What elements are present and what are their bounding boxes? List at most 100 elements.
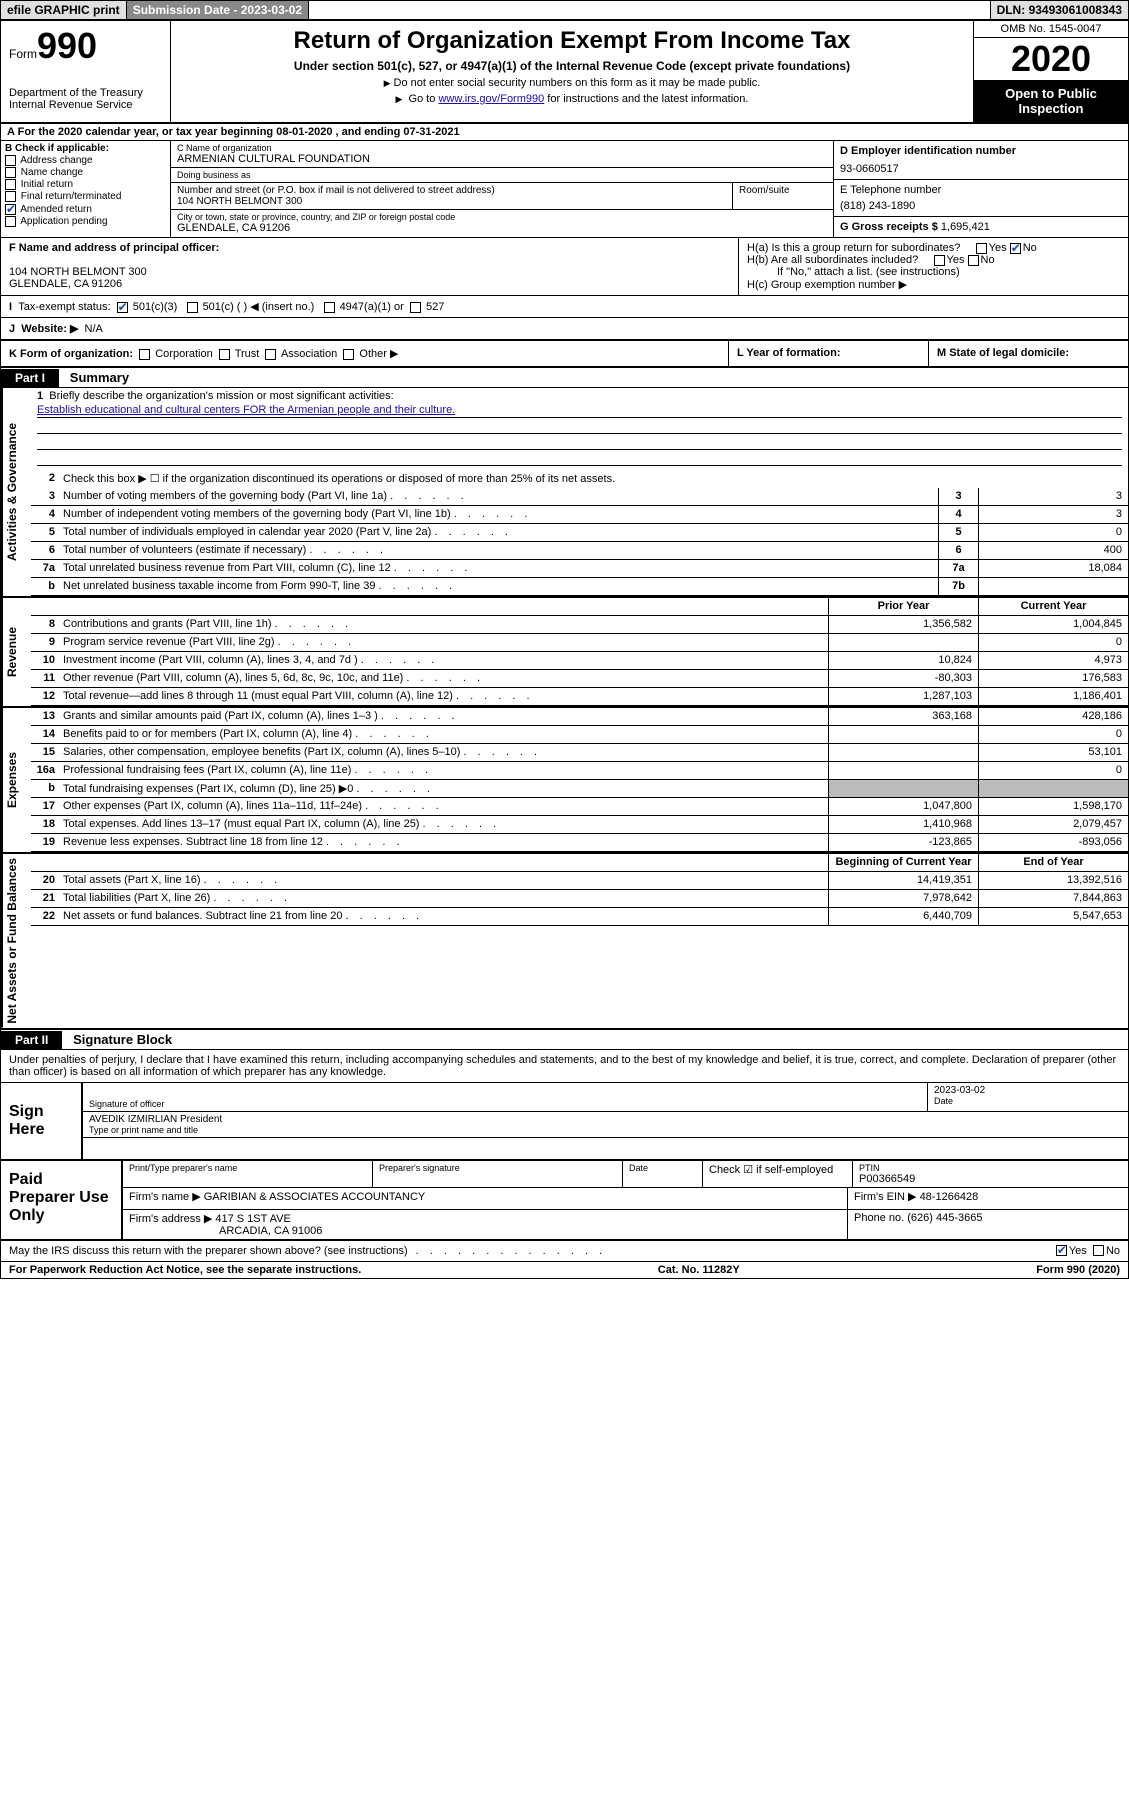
line-ref: 6 xyxy=(938,542,978,559)
section-b-label: B Check if applicable: xyxy=(5,143,166,154)
ha-yes-chk[interactable] xyxy=(976,243,987,254)
section-a-period: A For the 2020 calendar year, or tax yea… xyxy=(1,124,1128,141)
line-desc: Total unrelated business revenue from Pa… xyxy=(59,560,938,577)
note-link: Go to www.irs.gov/Form990 for instructio… xyxy=(181,93,963,105)
officer-name-val: AVEDIK IZMIRLIAN President xyxy=(89,1114,1122,1125)
section-l: L Year of formation: xyxy=(728,341,928,366)
cb-address-change[interactable]: Address change xyxy=(5,155,166,166)
city-lbl: City or town, state or province, country… xyxy=(177,212,827,222)
tex-527: 527 xyxy=(426,301,444,313)
line-desc: Total number of volunteers (estimate if … xyxy=(59,542,938,559)
tax-year: 2020 xyxy=(974,38,1128,80)
cb-amended-return[interactable]: Amended return xyxy=(5,204,166,215)
expenses-section: Expenses 13Grants and similar amounts pa… xyxy=(1,706,1128,852)
cb-initial-return[interactable]: Initial return xyxy=(5,179,166,190)
prior-year-val xyxy=(828,780,978,797)
rev-hdr-desc xyxy=(59,598,828,615)
current-year-val: 1,598,170 xyxy=(978,798,1128,815)
ptin-val: P00366549 xyxy=(859,1173,1122,1185)
line-desc: Contributions and grants (Part VIII, lin… xyxy=(59,616,828,633)
line-ref: 7b xyxy=(938,578,978,595)
open-to-public: Open to Public Inspection xyxy=(974,80,1128,122)
sig-date-val: 2023-03-02 xyxy=(934,1085,1122,1096)
form-990-page: efile GRAPHIC print Submission Date - 20… xyxy=(0,0,1129,1279)
k-corp: Corporation xyxy=(155,348,212,360)
rev-content: Prior Year Current Year 8Contributions a… xyxy=(31,598,1128,706)
prior-year-val xyxy=(828,762,978,779)
section-klm: K Form of organization: Corporation Trus… xyxy=(1,341,1128,368)
tex-527-chk[interactable] xyxy=(410,302,421,313)
table-row: 9Program service revenue (Part VIII, lin… xyxy=(31,634,1128,652)
ha-no: No xyxy=(1023,242,1037,254)
hb-yes-chk[interactable] xyxy=(934,255,945,266)
tex-501c3-chk[interactable] xyxy=(117,302,128,313)
table-row: 19Revenue less expenses. Subtract line 1… xyxy=(31,834,1128,852)
line-ref: 7a xyxy=(938,560,978,577)
net-content: Beginning of Current Year End of Year 20… xyxy=(31,854,1128,1028)
cb-final-return[interactable]: Final return/terminated xyxy=(5,191,166,202)
ha-yes: Yes xyxy=(989,242,1007,254)
discuss-yes-chk[interactable] xyxy=(1056,1245,1067,1256)
top-bar: efile GRAPHIC print Submission Date - 20… xyxy=(1,1,1128,21)
tex-4947-chk[interactable] xyxy=(324,302,335,313)
line-desc: Total number of individuals employed in … xyxy=(59,524,938,541)
line-no: 18 xyxy=(31,816,59,833)
k-assoc-chk[interactable] xyxy=(265,349,276,360)
firm-phone: Phone no. (626) 445-3665 xyxy=(848,1210,1128,1239)
form-subtitle: Under section 501(c), 527, or 4947(a)(1)… xyxy=(181,59,963,73)
period-end: 07-31-2021 xyxy=(403,126,459,138)
hb-yes: Yes xyxy=(947,254,965,266)
current-year-val: 1,186,401 xyxy=(978,688,1128,705)
cb-final-lbl: Final return/terminated xyxy=(21,192,122,203)
ein-val: 93-0660517 xyxy=(840,163,1122,175)
gov-sidelabel: Activities & Governance xyxy=(1,388,31,596)
line-val: 0 xyxy=(978,524,1128,541)
part2-badge: Part II xyxy=(1,1031,62,1049)
line-no: 15 xyxy=(31,744,59,761)
discuss-no: No xyxy=(1106,1245,1120,1257)
cb-app-pending[interactable]: Application pending xyxy=(5,216,166,227)
discuss-no-chk[interactable] xyxy=(1093,1245,1104,1256)
dba-box: Doing business as xyxy=(171,168,833,183)
street-lbl: Number and street (or P.O. box if mail i… xyxy=(177,185,726,196)
prior-year-val: -123,865 xyxy=(828,834,978,851)
hb-lbl: H(b) Are all subordinates included? xyxy=(747,254,918,266)
line-desc: Number of independent voting members of … xyxy=(59,506,938,523)
line-no: 14 xyxy=(31,726,59,743)
officer-name: AVEDIK IZMIRLIAN President Type or print… xyxy=(83,1112,1128,1137)
prior-year-val: 1,287,103 xyxy=(828,688,978,705)
prior-year-hdr: Prior Year xyxy=(828,598,978,615)
irs-link[interactable]: www.irs.gov/Form990 xyxy=(438,93,544,105)
line-desc: Number of voting members of the governin… xyxy=(59,488,938,505)
current-year-val: 0 xyxy=(978,726,1128,743)
k-assoc: Association xyxy=(281,348,337,360)
mission-lbl: Briefly describe the organization's miss… xyxy=(49,390,393,402)
m-lbl: M State of legal domicile: xyxy=(937,347,1069,359)
k-trust-chk[interactable] xyxy=(219,349,230,360)
table-row: 7aTotal unrelated business revenue from … xyxy=(31,560,1128,578)
tex-501c-chk[interactable] xyxy=(187,302,198,313)
prep-selfemp: Check ☑ if self-employed xyxy=(703,1161,853,1187)
line-no: 21 xyxy=(31,890,59,907)
form-number: Form990 xyxy=(9,25,162,67)
ha-row: H(a) Is this a group return for subordin… xyxy=(747,242,1120,254)
gov-content: 1 Briefly describe the organization's mi… xyxy=(31,388,1128,596)
line-no: 17 xyxy=(31,798,59,815)
firm-name: Firm's name ▶ GARIBIAN & ASSOCIATES ACCO… xyxy=(123,1188,848,1209)
ha-no-chk[interactable] xyxy=(1010,243,1021,254)
k-other-chk[interactable] xyxy=(343,349,354,360)
section-i: I Tax-exempt status: 501(c)(3) 501(c) ( … xyxy=(1,296,1128,318)
line-desc: Grants and similar amounts paid (Part IX… xyxy=(59,708,828,725)
section-c: C Name of organization ARMENIAN CULTURAL… xyxy=(171,141,833,237)
mission-text: Establish educational and cultural cente… xyxy=(37,404,1122,418)
line-no: 11 xyxy=(31,670,59,687)
note-ssn: Do not enter social security numbers on … xyxy=(181,77,963,89)
table-row: 10Investment income (Part VIII, column (… xyxy=(31,652,1128,670)
hb-no-chk[interactable] xyxy=(968,255,979,266)
table-row: 18Total expenses. Add lines 13–17 (must … xyxy=(31,816,1128,834)
website-lbl: Website: ▶ xyxy=(21,323,78,335)
org-name-lbl: C Name of organization xyxy=(177,143,827,153)
end-year-hdr: End of Year xyxy=(978,854,1128,871)
cb-name-change[interactable]: Name change xyxy=(5,167,166,178)
k-corp-chk[interactable] xyxy=(139,349,150,360)
